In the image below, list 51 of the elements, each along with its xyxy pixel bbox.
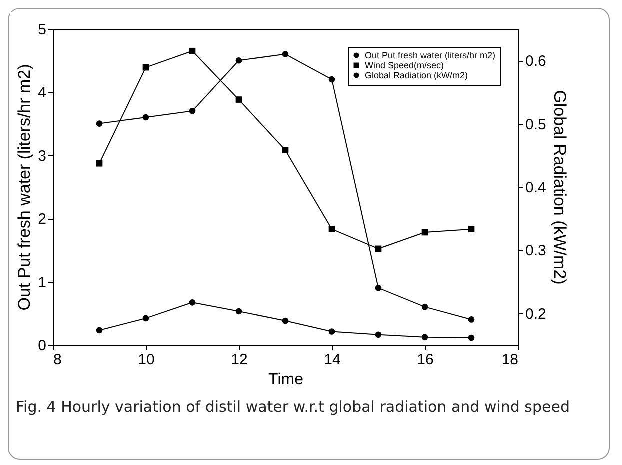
caption: Fig. 4 Hourly variation of distil water w.r.t global radiation and wind speed <box>16 397 571 418</box>
point <box>422 304 428 310</box>
legend-label: Global Radiation (kW/m2) <box>365 70 468 80</box>
point <box>189 300 196 306</box>
y-tick-label: 1 <box>38 274 46 292</box>
point <box>142 114 150 121</box>
point <box>468 226 475 233</box>
point <box>282 147 289 154</box>
point <box>282 318 289 324</box>
point <box>422 334 428 341</box>
y2-axis-title: Global Radiation (kW/m2) <box>550 90 570 285</box>
y2-tick-label: 0.3 <box>526 242 546 260</box>
point <box>189 108 196 114</box>
x-tick-label: 8 <box>54 352 62 368</box>
x-tick-label: 14 <box>324 352 341 368</box>
point <box>142 315 150 322</box>
point <box>468 316 475 323</box>
x-tick-label: 12 <box>231 352 248 368</box>
point <box>375 332 382 338</box>
point <box>96 160 103 167</box>
y2-tick-label: 0.5 <box>526 116 546 134</box>
y-tick-label: 0 <box>38 338 46 354</box>
point <box>328 76 336 83</box>
x-tick-label: 16 <box>417 352 434 368</box>
y-tick-label: 4 <box>38 84 46 102</box>
point <box>328 328 336 335</box>
point <box>422 229 428 236</box>
x-tick-label: 18 <box>502 352 518 368</box>
point <box>142 64 150 71</box>
point <box>236 308 242 315</box>
point <box>236 57 242 64</box>
x-tick-label: 10 <box>138 352 155 368</box>
legend-label: Wind Speed(m/sec) <box>365 60 444 70</box>
point <box>282 51 289 58</box>
point <box>189 48 196 54</box>
y2-tick-label: 0.6 <box>526 53 546 70</box>
point <box>236 96 242 103</box>
x-axis-title: Time <box>268 372 304 388</box>
y-axis-title: Out Put fresh water (liters/hr m2) <box>15 64 34 311</box>
legend-label: Out Put fresh water (liters/hr m2) <box>365 50 496 60</box>
y-tick-label: 5 <box>38 22 46 38</box>
point <box>468 334 475 342</box>
y-tick-label: 2 <box>38 211 46 228</box>
point <box>96 327 103 334</box>
point <box>375 284 382 292</box>
point <box>96 120 103 127</box>
y2-tick-label: 0.4 <box>526 180 546 196</box>
point <box>375 246 382 252</box>
point <box>328 226 336 233</box>
y2-tick-label: 0.2 <box>526 306 546 323</box>
y-tick-label: 3 <box>38 148 46 165</box>
